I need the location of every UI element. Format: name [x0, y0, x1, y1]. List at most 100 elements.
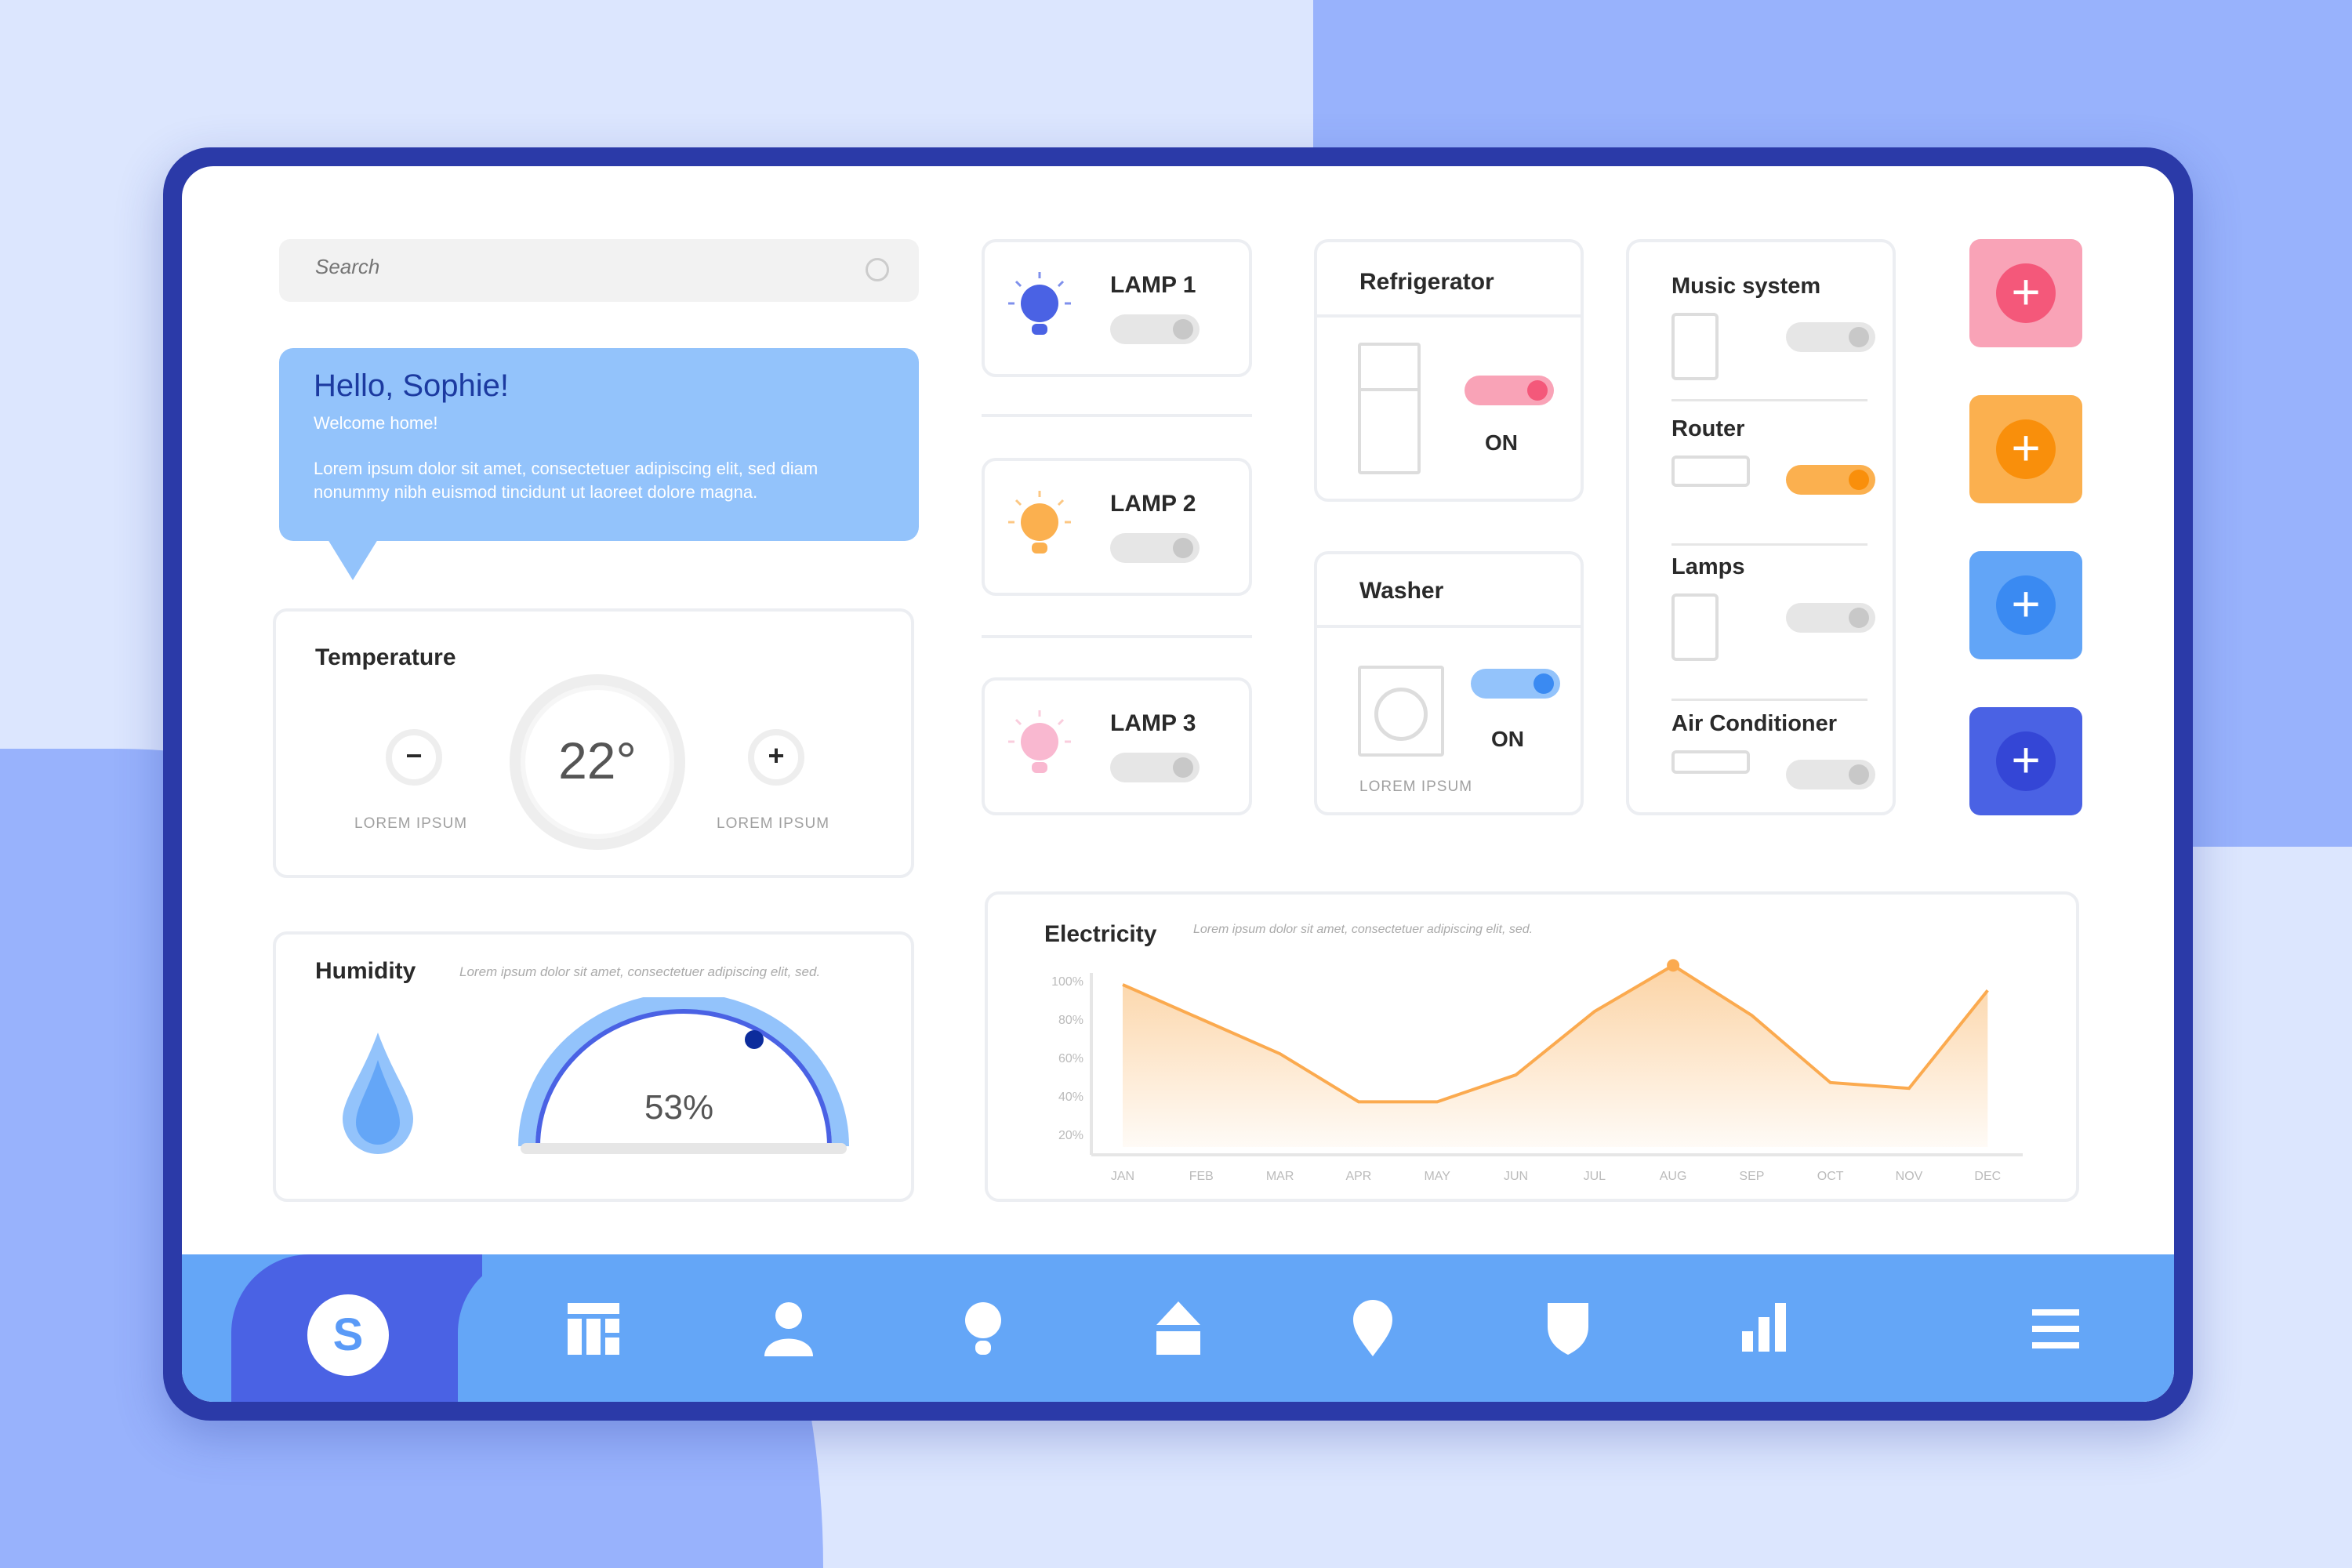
lamp-label: LAMP 1	[1110, 272, 1196, 298]
divider	[1671, 699, 1867, 701]
electricity-card: Electricity Lorem ipsum dolor sit amet, …	[985, 891, 2079, 1202]
refrigerator-toggle[interactable]	[1465, 376, 1554, 405]
humidity-level-marker	[745, 1030, 764, 1049]
lamp-toggle[interactable]	[1110, 753, 1200, 782]
shield-icon[interactable]	[1548, 1303, 1588, 1355]
device-toggle[interactable]	[1786, 760, 1875, 789]
lamp-bulb-icon	[1008, 710, 1071, 773]
x-tick-label: NOV	[1896, 1170, 1923, 1183]
plus-icon: +	[1996, 263, 2056, 323]
y-tick-label: 20%	[1058, 1129, 1083, 1142]
electricity-chart: JAN FEB MAR APR MAY JUN JUL AUG SEP OCT NOV DEC 100%…	[1051, 959, 2023, 1183]
area-fill	[1123, 965, 1988, 1147]
washer-toggle[interactable]	[1471, 669, 1560, 699]
temperature-dial[interactable]: 22°	[510, 674, 685, 850]
device-label: Music system	[1671, 274, 1821, 299]
bubble-tail	[328, 539, 378, 580]
x-tick-label: DEC	[1974, 1170, 2001, 1183]
add-device-button[interactable]: +	[1969, 707, 2082, 815]
add-device-button[interactable]: +	[1969, 239, 2082, 347]
temperature-increase-button[interactable]: +	[748, 729, 804, 786]
greeting-bubble: Hello, Sophie! Welcome home! Lorem ipsum…	[279, 348, 919, 541]
divider	[982, 414, 1252, 417]
device-label: Router	[1671, 416, 1745, 441]
temperature-card: Temperature − LOREM IPSUM 22° + LOREM IP…	[273, 608, 914, 878]
plus-icon: +	[1996, 419, 2056, 479]
home-icon[interactable]	[1156, 1301, 1200, 1355]
avatar[interactable]: S	[307, 1294, 389, 1376]
refrigerator-title: Refrigerator	[1359, 269, 1494, 295]
air-conditioner-icon	[1671, 750, 1750, 774]
lamp-label: LAMP 2	[1110, 491, 1196, 517]
device-toggle[interactable]	[1786, 603, 1875, 633]
menu-icon[interactable]	[2032, 1309, 2079, 1348]
y-tick-label: 40%	[1058, 1091, 1083, 1104]
greeting-title: Hello, Sophie!	[314, 368, 510, 403]
x-tick-label: FEB	[1189, 1170, 1214, 1183]
refrigerator-card: Refrigerator ON	[1314, 239, 1584, 502]
bulb-icon[interactable]	[964, 1301, 1002, 1356]
x-tick-label: MAR	[1266, 1170, 1294, 1183]
temperature-title: Temperature	[315, 644, 456, 670]
search-input[interactable]	[315, 255, 825, 279]
humidity-value: 53%	[644, 1088, 714, 1127]
x-tick-label: JUN	[1504, 1170, 1528, 1183]
lamp-icon	[1671, 593, 1719, 661]
decrease-label: LOREM IPSUM	[354, 815, 468, 832]
refrigerator-state: ON	[1485, 430, 1518, 455]
x-tick-label: AUG	[1660, 1170, 1687, 1183]
series-line	[1122, 964, 1989, 1104]
lamp-toggle[interactable]	[1110, 314, 1200, 344]
search-bar[interactable]	[279, 239, 919, 302]
washer-card: Washer ON LOREM IPSUM	[1314, 551, 1584, 815]
speaker-icon	[1671, 313, 1719, 380]
washer-caption: LOREM IPSUM	[1359, 779, 1473, 795]
lamp-toggle[interactable]	[1110, 533, 1200, 563]
device-toggle[interactable]	[1786, 322, 1875, 352]
increase-label: LOREM IPSUM	[717, 815, 830, 832]
dashboard-icon[interactable]	[568, 1303, 619, 1355]
lamp-bulb-icon	[1008, 272, 1071, 335]
water-drop-icon	[343, 1033, 413, 1154]
washer-title: Washer	[1359, 578, 1444, 604]
plus-icon: +	[1996, 575, 2056, 635]
y-tick-label: 100%	[1051, 975, 1083, 989]
humidity-title: Humidity	[315, 958, 416, 984]
y-tick-label: 60%	[1058, 1052, 1083, 1065]
lamp-card: LAMP 2	[982, 458, 1252, 596]
x-tick-label: OCT	[1817, 1170, 1844, 1183]
add-device-button[interactable]: +	[1969, 551, 2082, 659]
lamp-label: LAMP 3	[1110, 710, 1196, 736]
device-label: Lamps	[1671, 554, 1745, 579]
humidity-gauge	[518, 997, 849, 1154]
greeting-body: Lorem ipsum dolor sit amet, consectetuer…	[314, 459, 818, 502]
lamp-bulb-icon	[1008, 491, 1071, 554]
add-device-button[interactable]: +	[1969, 395, 2082, 503]
divider	[1671, 543, 1867, 546]
divider	[982, 635, 1252, 638]
refrigerator-icon	[1358, 343, 1421, 474]
location-icon[interactable]	[1353, 1300, 1392, 1356]
search-icon[interactable]	[866, 258, 889, 281]
stats-icon[interactable]	[1742, 1303, 1786, 1352]
device-label: Air Conditioner	[1671, 711, 1838, 736]
electricity-title: Electricity	[1044, 921, 1157, 947]
device-toggle[interactable]	[1786, 465, 1875, 495]
plus-icon: +	[1996, 731, 2056, 791]
x-tick-label: JUL	[1584, 1170, 1606, 1183]
user-icon[interactable]	[764, 1301, 813, 1356]
x-tick-label: SEP	[1739, 1170, 1764, 1183]
lamp-card: LAMP 3	[982, 677, 1252, 815]
greeting-subtitle: Welcome home!	[314, 413, 438, 433]
devices-card: Music system Router Lamps Air Conditione…	[1626, 239, 1896, 815]
washer-state: ON	[1491, 727, 1524, 751]
divider	[1671, 399, 1867, 401]
electricity-description: Lorem ipsum dolor sit amet, consectetuer…	[1193, 923, 1534, 936]
humidity-description: Lorem ipsum dolor sit amet, consectetuer…	[459, 964, 821, 979]
lamp-card: LAMP 1	[982, 239, 1252, 377]
washer-icon	[1358, 666, 1444, 757]
temperature-decrease-button[interactable]: −	[386, 729, 442, 786]
data-point	[1667, 959, 1680, 972]
humidity-card: Humidity Lorem ipsum dolor sit amet, con…	[273, 931, 914, 1202]
x-tick-label: JAN	[1111, 1170, 1134, 1183]
